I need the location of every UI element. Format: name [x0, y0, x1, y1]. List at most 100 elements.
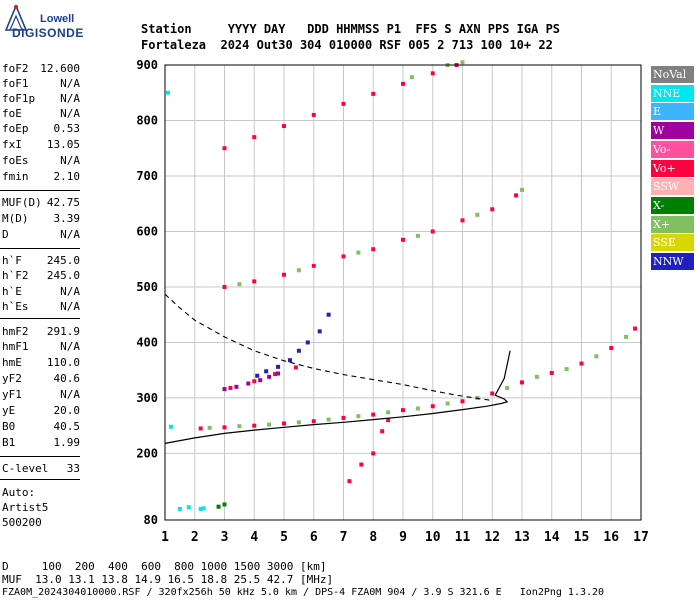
legend-item-noval: NoVal: [651, 66, 694, 83]
echo-point: [165, 90, 170, 95]
y-tick-label: 600: [136, 224, 158, 238]
param-row-md: M(D) 3.39: [2, 212, 80, 227]
x-tick-label: 2: [191, 530, 199, 545]
echo-point: [282, 272, 286, 277]
echo-point: [267, 374, 272, 379]
param-row-hf2: h`F2 245.0: [2, 269, 80, 284]
param-value: 40.5: [53, 420, 81, 433]
param-label: yE: [2, 404, 16, 417]
echo-point: [430, 404, 435, 409]
param-value: 291.9: [46, 325, 80, 338]
echo-point: [609, 345, 614, 350]
legend-item-x: X+: [651, 215, 694, 233]
echo-point: [264, 369, 269, 374]
x-tick-label: 6: [310, 530, 318, 545]
echo-point: [317, 329, 322, 334]
param-row-hmf1: hmF1 N/A: [2, 340, 80, 355]
echo-point: [267, 422, 272, 427]
x-tick-label: 8: [369, 530, 377, 545]
param-value: N/A: [60, 77, 80, 90]
param-separator: [0, 318, 80, 319]
param-separator: [0, 456, 80, 457]
param-label: fmin: [2, 170, 29, 183]
param-label: hmF1: [2, 340, 29, 353]
echo-point: [341, 101, 346, 106]
echo-point: [252, 423, 257, 428]
param-value: 2.10: [53, 170, 81, 183]
param-value: 3.39: [53, 212, 81, 225]
model-profile-dashed-line: [164, 293, 490, 401]
series-nne: [165, 90, 206, 511]
param-label: foEs: [2, 154, 29, 167]
param-row-fmin: fmin 2.10: [2, 170, 80, 185]
param-label: yF1: [2, 388, 22, 401]
param-row-yf1: yF1 N/A: [2, 388, 80, 403]
echo-point: [222, 502, 227, 507]
echo-point: [255, 373, 260, 378]
param-label: D: [2, 228, 9, 241]
echo-point: [371, 91, 376, 96]
y-tick-label: 500: [136, 280, 158, 294]
echo-point: [282, 124, 286, 129]
echo-point: [490, 207, 495, 212]
param-value: N/A: [60, 92, 80, 105]
echo-point: [326, 312, 331, 317]
echo-point: [371, 451, 376, 456]
y-tick-label: 800: [136, 113, 158, 127]
density-profile-line: [164, 350, 511, 444]
param-label: foF2: [2, 62, 29, 75]
param-separator: [0, 190, 80, 191]
auto-label: Auto:: [2, 486, 36, 499]
param-row-foep: foEp 0.53: [2, 122, 80, 137]
param-row-mufd: MUF(D) 42.75: [2, 196, 80, 211]
param-value: 33: [66, 462, 80, 475]
grid: [164, 64, 642, 521]
echo-point: [386, 410, 391, 415]
param-label: fxI: [2, 138, 22, 151]
echo-point: [296, 420, 301, 425]
y-tick-label: 300: [136, 391, 158, 405]
legend-item-ssw: SSW: [651, 178, 694, 196]
param-row-b0: B0 40.5: [2, 420, 80, 435]
x-tick-label: 12: [484, 530, 500, 545]
echo-point: [222, 146, 227, 151]
legend-item-vo: Vo+: [651, 159, 694, 177]
echo-point: [311, 112, 316, 117]
series-w: [222, 371, 281, 392]
echo-point: [505, 385, 510, 390]
echo-point: [186, 505, 191, 510]
param-row-fof1p: foF1p N/A: [2, 92, 80, 107]
footer-distance-row: D 100 200 400 600 800 1000 1500 3000 [km…: [2, 560, 327, 573]
param-value: 245.0: [46, 269, 80, 282]
echo-point: [594, 354, 599, 359]
echo-point: [305, 340, 310, 345]
echo-point: [198, 506, 203, 511]
echo-point: [258, 378, 263, 383]
param-row-d: D N/A: [2, 228, 80, 243]
echo-point: [371, 412, 376, 417]
echo-point: [534, 374, 539, 379]
series-x: [216, 502, 227, 509]
legend-item-nne: NNE: [651, 84, 694, 102]
param-label: foF1p: [2, 92, 36, 105]
echo-point: [273, 372, 278, 377]
param-row-hmf2: hmF2 291.9: [2, 325, 80, 340]
x-tick-label: 15: [574, 530, 590, 545]
header-labels: Station YYYY DAY DDD HHMMSS P1 FFS S AXN…: [141, 22, 561, 36]
echo-point: [311, 263, 316, 268]
param-value: 12.600: [40, 62, 80, 75]
param-label: M(D): [2, 212, 29, 225]
echo-point: [490, 391, 495, 396]
param-label: hmE: [2, 356, 22, 369]
echo-point: [371, 247, 376, 252]
echo-point: [276, 364, 281, 369]
x-tick-label: 17: [633, 530, 649, 545]
param-row-yf2: yF2 40.6: [2, 372, 80, 387]
logo-icon: [4, 4, 28, 31]
echo-point: [168, 424, 173, 429]
density-profiles: [164, 293, 511, 444]
echo-point: [341, 415, 346, 420]
x-tick-label: 4: [250, 530, 258, 545]
echo-point: [401, 81, 405, 86]
echo-point: [624, 334, 629, 339]
